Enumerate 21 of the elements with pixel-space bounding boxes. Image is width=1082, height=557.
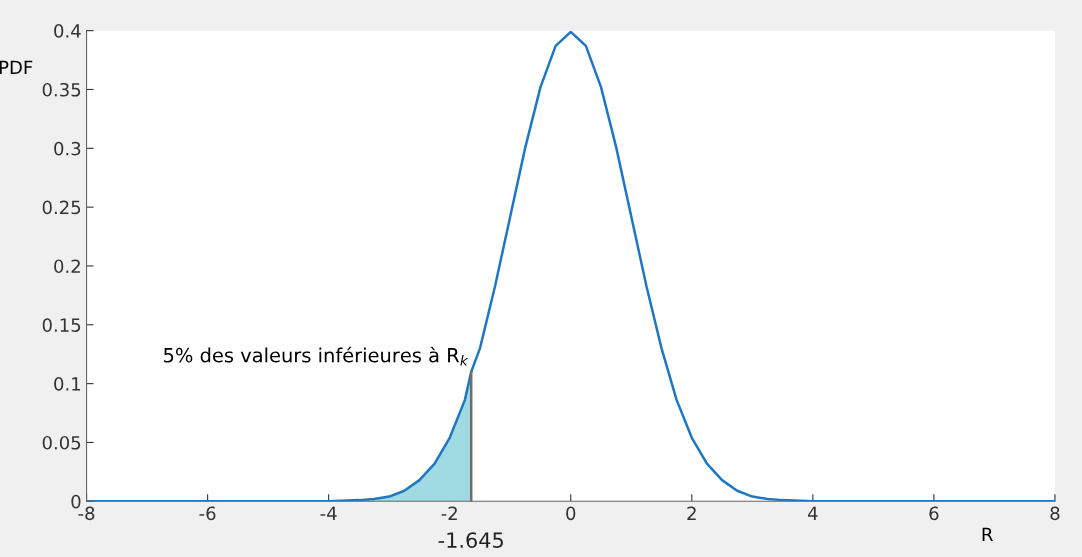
y-axis-title: PDF xyxy=(0,60,33,74)
y-tick-label: 0.05 xyxy=(42,435,81,450)
x-tick-label: 0 xyxy=(566,506,576,521)
x-tick-label: -6 xyxy=(199,506,216,521)
x-tick-label: -2 xyxy=(441,506,457,520)
x-axis-title: R xyxy=(982,527,993,541)
line-series xyxy=(86,30,1055,502)
x-tick-label: 4 xyxy=(807,506,818,520)
y-tick-label: 0.3 xyxy=(54,141,81,156)
x-tick-label: -4 xyxy=(320,506,337,520)
y-tick-label: 0.2 xyxy=(54,259,80,274)
y-tick-label: 0.15 xyxy=(42,318,81,332)
x-tick-label: 8 xyxy=(1050,506,1060,521)
annotation: -1.645 xyxy=(438,532,503,548)
x-tick-label: 2 xyxy=(687,506,696,520)
x-tick-label: 6 xyxy=(929,506,939,521)
y-tick-label: 0.1 xyxy=(54,377,81,391)
y-tick-label: 0.4 xyxy=(54,24,81,38)
y-tick-label: 0.35 xyxy=(42,82,81,97)
annotation: 5% des valeurs inférieures à R$_{k}$ xyxy=(164,346,469,366)
y-tick-label: 0.25 xyxy=(42,200,81,215)
